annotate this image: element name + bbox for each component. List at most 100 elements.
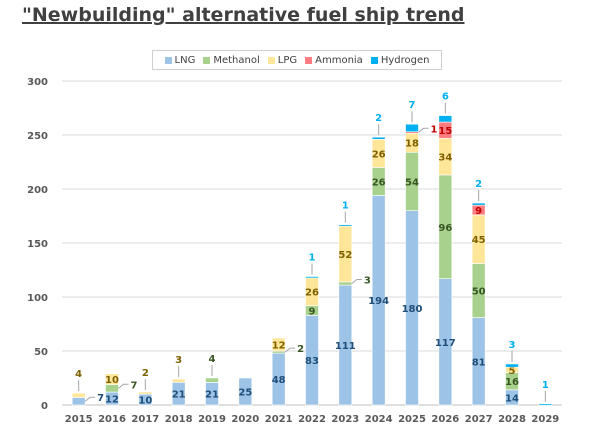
y-tick-label: 50	[34, 347, 48, 358]
data-label: 26	[372, 149, 386, 160]
bar-lpg-2017	[138, 391, 153, 395]
y-tick-label: 250	[27, 131, 48, 142]
data-label: 45	[472, 235, 486, 246]
data-label: 4	[209, 354, 216, 365]
data-label: 3	[175, 355, 182, 366]
data-label: 10	[138, 396, 152, 407]
data-label: 4	[75, 369, 82, 380]
bar-lng-2015	[71, 397, 86, 406]
legend-swatch	[370, 56, 378, 64]
x-tick-label: 2018	[165, 414, 193, 425]
x-tick-label: 2025	[398, 414, 426, 425]
data-label: 34	[438, 153, 452, 164]
data-label: 96	[438, 223, 452, 234]
data-label: 5	[509, 366, 516, 377]
bar-hydrogen-2023	[338, 224, 353, 227]
data-label: 50	[472, 287, 486, 298]
legend-item-lpg: LPG	[267, 54, 298, 66]
x-tick-label: 2029	[531, 414, 559, 425]
legend-label: Hydrogen	[380, 54, 430, 66]
data-label: 52	[338, 250, 352, 261]
data-label: 6	[442, 92, 449, 103]
x-tick-label: 2024	[365, 414, 393, 425]
data-label: 14	[505, 393, 519, 404]
data-label: 1	[342, 201, 349, 212]
bar-lpg-2018	[171, 378, 186, 383]
data-label: 12	[105, 395, 119, 406]
data-label: 7	[409, 100, 416, 111]
legend-label: Methanol	[213, 54, 260, 66]
x-tick-label: 2022	[298, 414, 326, 425]
bar-hydrogen-2029	[538, 403, 553, 406]
leader-line	[351, 279, 362, 284]
data-label: 2	[142, 368, 149, 379]
legend-swatch	[203, 56, 211, 64]
x-tick-label: 2019	[198, 414, 226, 425]
data-label: 25	[238, 388, 252, 399]
bar-hydrogen-2022	[305, 276, 319, 279]
data-label: 15	[438, 126, 452, 137]
data-label: 1	[309, 252, 316, 263]
data-label: 111	[335, 341, 356, 352]
bar-hydrogen-2027	[471, 202, 486, 206]
data-label: 81	[472, 357, 486, 368]
data-label: 48	[272, 375, 286, 386]
data-label: 117	[435, 338, 456, 349]
data-label: 2	[375, 113, 382, 124]
legend-swatch	[305, 56, 313, 64]
bar-hydrogen-2028	[505, 363, 519, 368]
data-label: 12	[272, 341, 286, 352]
data-label: 3	[509, 340, 516, 351]
x-tick-label: 2017	[131, 414, 159, 425]
legend-item-methanol: Methanol	[203, 54, 260, 66]
legend-item-hydrogen: Hydrogen	[370, 54, 430, 66]
data-label: 7	[97, 393, 104, 404]
x-tick-label: 2027	[465, 414, 493, 425]
chart-title: "Newbuilding" alternative fuel ship tren…	[22, 4, 465, 26]
data-label: 9	[309, 307, 316, 318]
x-tick-label: 2026	[431, 414, 459, 425]
x-tick-label: 2016	[98, 414, 126, 425]
data-label: 16	[505, 377, 519, 388]
data-label: 54	[405, 177, 419, 188]
x-tick-label: 2015	[65, 414, 93, 425]
data-label: 1	[431, 124, 438, 135]
data-label: 21	[172, 390, 186, 401]
data-label: 21	[205, 390, 219, 401]
bar-lpg-2021	[271, 337, 286, 352]
bar-lpg-2015	[71, 392, 86, 398]
leader-line	[118, 383, 129, 389]
leader-line	[84, 396, 96, 402]
bar-lng-2020	[238, 377, 253, 406]
y-tick-label: 200	[27, 185, 48, 196]
bar-lpg-2016	[105, 373, 119, 385]
leader-line	[418, 127, 429, 133]
data-label: 26	[305, 288, 319, 299]
data-label: 2	[475, 179, 482, 190]
y-tick-label: 300	[27, 77, 48, 88]
legend-label: LPG	[277, 54, 298, 66]
bar-methanol-2023	[338, 281, 353, 286]
legend-label: Ammonia	[315, 54, 363, 66]
legend-item-lng: LNG	[164, 55, 195, 66]
y-tick-label: 150	[27, 239, 48, 250]
data-label: 7	[131, 380, 138, 391]
data-label: 1	[542, 380, 549, 391]
x-tick-label: 2028	[498, 414, 526, 425]
y-tick-label: 0	[41, 401, 48, 412]
legend-swatch	[164, 56, 172, 64]
data-label: 10	[105, 375, 119, 386]
data-label: 18	[405, 139, 419, 150]
y-tick-label: 100	[27, 293, 48, 304]
bar-hydrogen-2025	[405, 123, 419, 133]
data-label: 2	[297, 344, 304, 355]
legend-swatch	[267, 56, 275, 64]
data-label: 83	[305, 356, 319, 367]
bar-methanol-2019	[205, 377, 219, 383]
leader-line	[284, 347, 296, 353]
x-tick-label: 2023	[331, 414, 359, 425]
x-tick-label: 2020	[231, 414, 259, 425]
legend: LNG Methanol LPG Ammonia Hydrogen	[152, 50, 442, 70]
x-tick-label: 2021	[265, 414, 293, 425]
